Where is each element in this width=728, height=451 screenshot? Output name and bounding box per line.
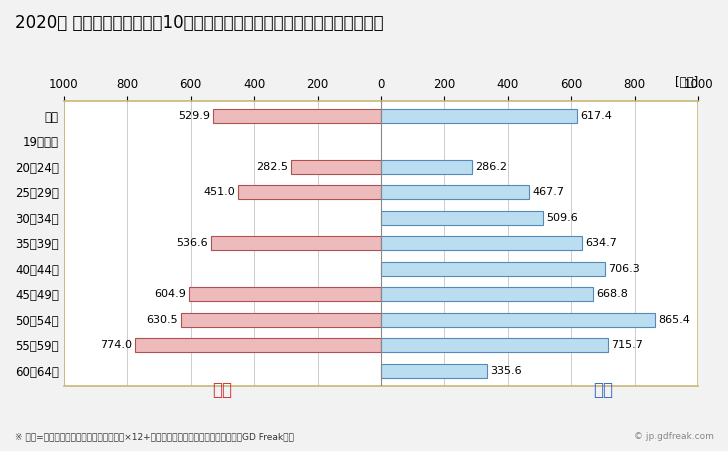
Bar	[381, 160, 472, 174]
Bar	[238, 185, 381, 199]
Bar	[381, 287, 593, 301]
Text: 617.4: 617.4	[580, 111, 612, 121]
Text: 286.2: 286.2	[475, 162, 507, 172]
Text: 536.6: 536.6	[176, 239, 207, 249]
Bar	[381, 185, 529, 199]
Text: 2020年 民間企業（従業者数10人以上）フルタイム労働者の男女別平均年収: 2020年 民間企業（従業者数10人以上）フルタイム労働者の男女別平均年収	[15, 14, 383, 32]
Bar	[181, 313, 381, 327]
Text: 715.7: 715.7	[612, 341, 643, 350]
Text: 706.3: 706.3	[608, 264, 640, 274]
Text: 451.0: 451.0	[203, 187, 234, 198]
Text: ※ 年収=「きまって支給する現金給与額」×12+「年間賞与その他特別給与額」としてGD Freak推計: ※ 年収=「きまって支給する現金給与額」×12+「年間賞与その他特別給与額」とし…	[15, 432, 293, 441]
Bar	[381, 109, 577, 123]
Text: 282.5: 282.5	[256, 162, 288, 172]
Bar	[291, 160, 381, 174]
Bar	[381, 313, 655, 327]
Text: 335.6: 335.6	[491, 366, 522, 376]
Bar	[210, 236, 381, 250]
Text: 529.9: 529.9	[178, 111, 210, 121]
Bar	[189, 287, 381, 301]
Bar	[381, 364, 488, 378]
Text: 女性: 女性	[213, 381, 232, 399]
Text: 509.6: 509.6	[546, 213, 577, 223]
Text: 604.9: 604.9	[154, 290, 186, 299]
Text: 668.8: 668.8	[596, 290, 628, 299]
Bar	[381, 262, 605, 276]
Bar	[381, 211, 542, 225]
Bar	[381, 236, 582, 250]
Bar	[135, 338, 381, 353]
Bar	[381, 338, 608, 353]
Text: 634.7: 634.7	[585, 239, 617, 249]
Text: 630.5: 630.5	[146, 315, 178, 325]
Bar	[213, 109, 381, 123]
Text: 865.4: 865.4	[659, 315, 691, 325]
Text: © jp.gdfreak.com: © jp.gdfreak.com	[633, 432, 713, 441]
Text: [万円]: [万円]	[675, 76, 698, 89]
Text: 467.7: 467.7	[532, 187, 564, 198]
Text: 774.0: 774.0	[100, 341, 132, 350]
Text: 男性: 男性	[593, 381, 613, 399]
